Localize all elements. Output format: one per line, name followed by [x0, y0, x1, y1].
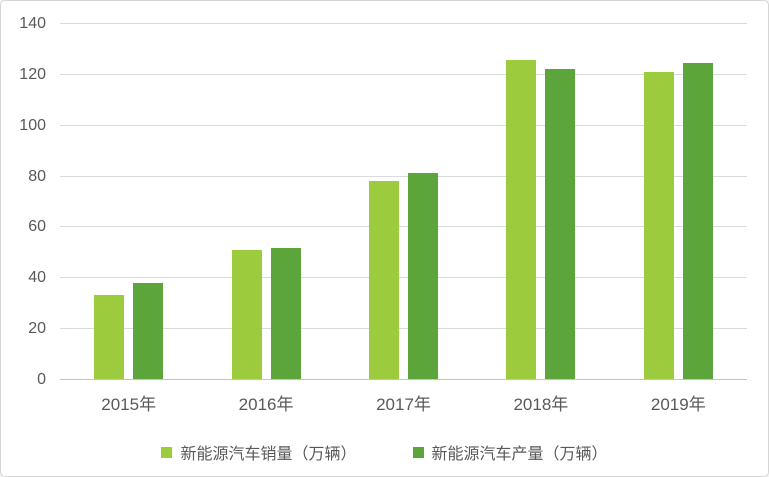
gridline: [60, 328, 747, 330]
y-tick-label: 140: [19, 15, 46, 32]
bar-sales-2016年: [231, 250, 262, 379]
y-tick-label: 60: [28, 218, 46, 236]
x-axis-labels: 2015年 2016年 2017年 2018年 2019年: [60, 390, 747, 414]
bar-sales-2019年: [643, 72, 674, 379]
bar-sales-2015年: [94, 294, 125, 379]
y-tick-label: 80: [28, 167, 46, 185]
y-tick-label: 0: [37, 371, 46, 388]
gridline: [60, 23, 747, 24]
y-tick-label: 40: [28, 269, 46, 287]
bar-production-2018年: [545, 68, 576, 379]
legend-item-production: 新能源汽车产量（万辆）: [412, 440, 608, 464]
legend-swatch-production: [412, 446, 424, 458]
gridline: [60, 226, 747, 228]
bar-production-2015年: [133, 282, 164, 379]
bar-production-2016年: [270, 247, 301, 379]
y-tick-label: 120: [19, 65, 46, 83]
x-tick-label: 2017年: [376, 395, 431, 414]
x-tick-label: 2015年: [101, 395, 157, 414]
legend-label-production: 新能源汽车产量（万辆）: [431, 446, 608, 463]
bar-production-2019年: [682, 63, 713, 379]
y-tick-label: 100: [19, 116, 46, 134]
plot-area: [60, 23, 747, 380]
x-tick-label: 2016年: [238, 395, 294, 414]
gridline: [60, 175, 747, 177]
gridline: [60, 73, 747, 75]
bar-sales-2017年: [369, 181, 399, 379]
y-tick-label: 20: [28, 320, 46, 338]
legend-swatch-sales: [161, 446, 173, 458]
x-tick-label: 2019年: [650, 395, 706, 414]
bar-production-2017年: [408, 173, 438, 379]
legend: 新能源汽车销量（万辆） 新能源汽车产量（万辆）: [1, 440, 768, 464]
legend-item-sales: 新能源汽车销量（万辆）: [161, 440, 357, 464]
gridline: [60, 277, 747, 279]
legend-label-sales: 新能源汽车销量（万辆）: [180, 446, 357, 463]
gridline: [60, 124, 747, 126]
bar-sales-2018年: [506, 59, 537, 379]
x-tick-label: 2018年: [513, 395, 569, 414]
